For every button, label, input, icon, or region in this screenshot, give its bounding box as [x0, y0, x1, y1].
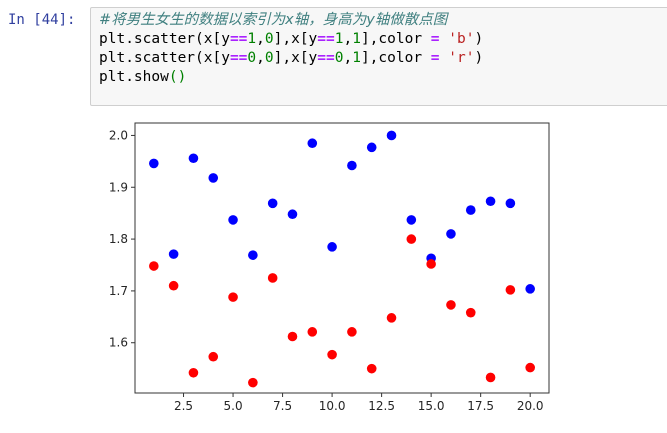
data-point — [446, 300, 456, 310]
data-point — [525, 284, 535, 294]
x-tick-label: 5.0 — [224, 399, 243, 413]
data-point — [307, 138, 318, 149]
data-point — [347, 160, 357, 171]
data-point — [287, 331, 298, 342]
data-point — [485, 196, 496, 207]
data-point — [267, 198, 278, 209]
data-point — [406, 215, 417, 225]
data-point — [208, 351, 219, 362]
data-point — [426, 259, 436, 269]
code-line-2: plt.scatter(x[y==1,0],x[y==1,1],color = … — [99, 31, 484, 47]
data-point — [446, 229, 456, 239]
y-tick-label: 2.0 — [109, 128, 128, 142]
data-point — [307, 327, 318, 337]
data-point — [248, 377, 258, 388]
data-point — [406, 234, 417, 244]
data-point — [485, 372, 496, 383]
code-cell[interactable]: #将男生女生的数据以索引为x轴，身高为y轴做散点图 plt.scatter(x[… — [90, 7, 667, 106]
data-point — [347, 327, 357, 337]
data-point — [525, 362, 535, 373]
data-point — [149, 158, 159, 169]
data-point — [366, 363, 377, 374]
x-tick-label: 10.0 — [319, 399, 346, 413]
data-point — [188, 153, 199, 164]
data-point — [248, 250, 258, 260]
data-point — [386, 313, 397, 323]
code-line-3: plt.scatter(x[y==0,0],x[y==0,1],color = … — [99, 50, 484, 66]
data-point — [386, 130, 397, 141]
code-comment: #将男生女生的数据以索引为x轴，身高为y轴做散点图 — [99, 12, 448, 28]
x-tick-label: 2.5 — [174, 399, 193, 413]
code-editor[interactable]: #将男生女生的数据以索引为x轴，身高为y轴做散点图 plt.scatter(x[… — [99, 11, 483, 87]
y-tick-label: 1.7 — [109, 284, 128, 298]
data-point — [366, 142, 377, 153]
data-point — [505, 198, 516, 209]
data-point — [228, 215, 238, 225]
code-line-4: plt.show() — [99, 69, 187, 85]
data-point — [505, 285, 516, 295]
data-point — [465, 205, 476, 215]
data-point — [327, 349, 337, 360]
data-point — [168, 280, 179, 291]
scatter-plot: 2.5 5.0 7.5 10.0 12.5 15.0 17.5 20.0 1.6 1.7 1.8 1.… — [109, 122, 550, 413]
data-point — [327, 242, 337, 252]
data-point — [168, 249, 179, 259]
y-tick-label: 1.6 — [109, 336, 128, 350]
x-tick-label: 15.0 — [418, 399, 445, 413]
data-point — [465, 307, 476, 318]
data-point — [287, 209, 298, 220]
data-point — [267, 273, 278, 283]
x-tick-label: 12.5 — [368, 399, 395, 413]
x-tick-label: 17.5 — [467, 399, 494, 413]
y-tick-label: 1.9 — [109, 180, 128, 194]
plot-frame — [134, 122, 550, 394]
x-tick-label: 7.5 — [273, 399, 292, 413]
y-tick-label: 1.8 — [109, 232, 128, 246]
data-point — [208, 173, 219, 183]
x-tick-label: 20.0 — [517, 399, 544, 413]
data-point — [149, 261, 159, 271]
cell-prompt: In [44]: — [8, 12, 76, 28]
data-point — [228, 292, 238, 302]
data-point — [188, 367, 199, 378]
